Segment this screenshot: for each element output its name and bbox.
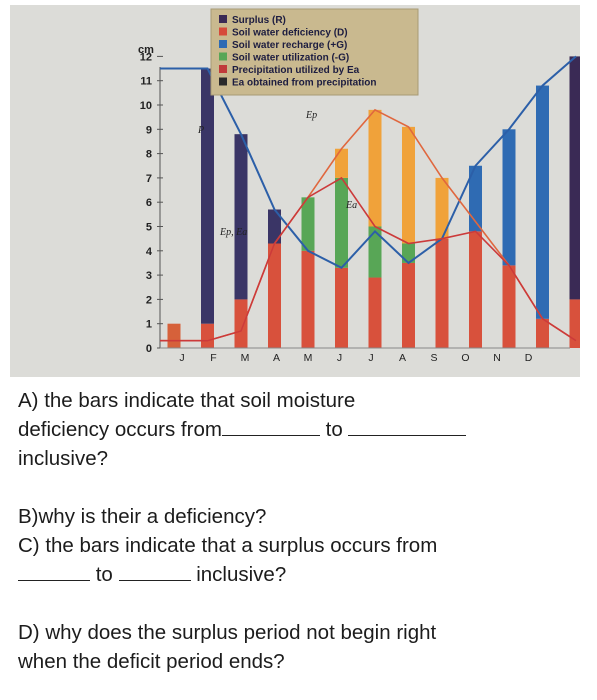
question-a-mid: to	[325, 418, 343, 441]
question-c-line2: to inclusive?	[18, 560, 590, 589]
bar-segment	[368, 226, 382, 278]
x-tick-label: M	[304, 352, 313, 364]
legend-label: Precipitation utilized by Ea	[232, 65, 360, 76]
x-tick-label: M	[241, 352, 250, 364]
bar-segment	[368, 109, 382, 227]
legend-label: Soil water deficiency (D)	[232, 28, 348, 39]
x-tick-label: A	[273, 352, 280, 364]
bar-segment	[234, 134, 248, 300]
line-label-ep-ea: Ep, Ea	[219, 227, 247, 238]
lines	[160, 55, 577, 342]
legend-swatch	[219, 77, 227, 86]
question-c-line1: C) the bars indicate that a surplus occu…	[18, 534, 438, 557]
bar-segment	[301, 197, 315, 251]
bar-segment	[335, 177, 348, 268]
bar-segment	[335, 267, 348, 348]
bar-segment	[201, 323, 214, 348]
bar-segment	[268, 243, 281, 348]
bars	[167, 56, 580, 348]
legend-label: Soil water utilization (-G)	[232, 53, 349, 64]
x-tick-label: A	[399, 352, 406, 364]
y-tick-label: 1	[146, 319, 152, 331]
bar-segment	[435, 238, 449, 348]
bar-segment	[368, 277, 382, 348]
blank-c-from[interactable]	[18, 560, 90, 581]
blank-c-to[interactable]	[118, 560, 191, 581]
question-c-mid: to	[95, 563, 113, 586]
question-d-line1: D) why does the surplus period not begin…	[18, 621, 437, 644]
question-b-line1: B)why is their a deficiency?	[18, 505, 267, 528]
bar-segment	[301, 250, 315, 348]
legend-swatch	[219, 15, 227, 23]
question-d-line2: when the deficit period ends?	[18, 650, 285, 673]
y-tick-label: 8	[146, 149, 152, 161]
x-tick-label: J	[368, 352, 373, 364]
y-unit-label: cm	[138, 44, 154, 56]
y-tick-label: 2	[146, 294, 152, 306]
bar-segment	[268, 209, 281, 244]
x-tick-label: J	[179, 352, 184, 364]
blank-a-to[interactable]	[348, 415, 467, 436]
bar-segment	[569, 299, 580, 348]
y-tick-label: 12	[140, 51, 152, 63]
bar-segment	[335, 148, 348, 178]
bar-segment	[536, 318, 549, 348]
y-tick-label: 9	[146, 124, 152, 136]
x-tick-label: S	[430, 352, 437, 364]
questions: A) the bars indicate that soil moisture …	[18, 386, 590, 676]
bar-segment	[402, 126, 415, 244]
legend-label: Surplus (R)	[232, 15, 286, 26]
bar-segment	[469, 231, 482, 348]
legend-label: Soil water recharge (+G)	[232, 40, 347, 51]
bar-segment	[234, 299, 248, 348]
series-line-p	[160, 55, 577, 270]
question-a-line3: inclusive?	[18, 447, 109, 470]
y-tick-label: 10	[140, 100, 152, 112]
y-tick-label: 5	[146, 222, 152, 234]
line-label-ea: Ea	[345, 200, 357, 211]
x-tick-label: D	[525, 352, 533, 364]
legend-swatch	[219, 40, 227, 48]
bar-segment	[502, 129, 516, 266]
y-tick-label: 6	[146, 197, 152, 209]
series-line-ea	[160, 176, 577, 342]
legend-swatch	[219, 52, 227, 61]
y-tick-label: 3	[146, 270, 152, 282]
bar-segment	[536, 85, 549, 319]
bar-segment	[201, 68, 214, 324]
y-tick-label: 11	[140, 76, 152, 88]
bar-segment	[569, 56, 580, 300]
legend-box	[210, 8, 419, 96]
line-label-p: P	[197, 125, 204, 136]
y-tick-label: 0	[146, 343, 152, 355]
legend-swatch	[219, 27, 227, 36]
question-a-pre: deficiency occurs from	[18, 418, 222, 441]
legend: Surplus (R)Soil water deficiency (D)Soil…	[210, 8, 419, 96]
question-a-line2: deficiency occurs from to	[18, 415, 590, 444]
x-tick-label: J	[337, 352, 342, 364]
x-tick-label: N	[493, 352, 501, 364]
legend-swatch	[219, 65, 227, 73]
question-a-line1: A) the bars indicate that soil moisture	[18, 389, 356, 412]
line-labels: P Ep Ea Ep, Ea	[197, 110, 357, 238]
bar-segment	[167, 323, 181, 348]
bar-segment	[469, 165, 482, 232]
y-tick-label: 4	[146, 246, 153, 258]
legend-label: Ea obtained from precipitation	[232, 78, 376, 89]
bar-segment	[402, 243, 415, 263]
blank-a-from[interactable]	[221, 415, 320, 436]
x-tick-label: O	[461, 352, 469, 364]
bar-segment	[435, 177, 449, 239]
line-label-ep: Ep	[305, 110, 317, 121]
y-tick-label: 7	[146, 173, 152, 185]
bar-segment	[402, 262, 415, 348]
x-tick-label: F	[210, 352, 216, 364]
bar-segment	[502, 265, 516, 348]
question-c-post: inclusive?	[196, 563, 287, 586]
